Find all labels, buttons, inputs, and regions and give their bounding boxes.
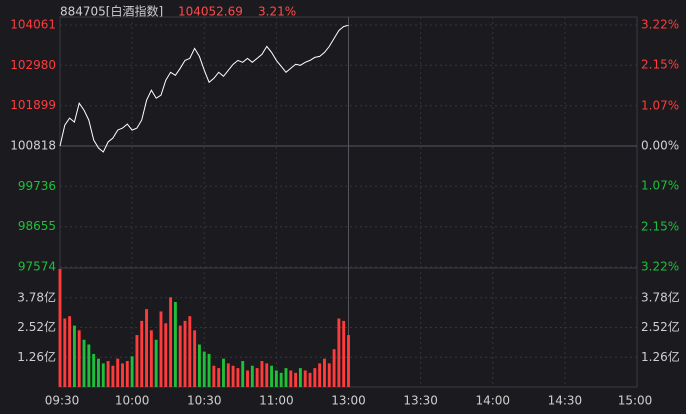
y2-tick-label: 1.07% [641,179,679,193]
x-tick-label: 14:30 [548,394,583,408]
volume-bar [342,320,346,387]
volume-bar [246,370,249,387]
volume-bar [270,365,274,387]
volume-bar [164,323,168,387]
change-percent: 3.21% [258,5,296,19]
volume-tick-label: 3.78亿 [17,289,56,304]
volume-bar [274,370,278,387]
y-tick-label: 100818 [10,138,56,152]
volume-bar [135,335,139,387]
volume-bar [178,325,182,387]
volume-bar [125,361,129,387]
volume-bar [106,361,110,387]
x-tick-label: 13:00 [331,394,366,408]
x-tick-label: 13:30 [403,394,438,408]
volume-bar [92,353,96,387]
volume-bar [308,372,312,387]
volume-bar [241,361,245,387]
volume-bar [337,318,341,387]
x-tick-label: 15:00 [618,394,653,408]
volume-bar [236,368,240,387]
volume-bar [77,330,81,387]
last-price: 104052.69 [178,5,243,19]
y2-tick-label: 1.07% [641,98,679,112]
volume-tick-label-right: 3.78亿 [641,289,680,304]
volume-bar [173,302,177,387]
x-tick-label: 11:00 [259,394,294,408]
volume-bar [289,370,293,387]
volume-bar [255,368,259,387]
volume-bar [169,297,173,387]
volume-bar [97,358,100,387]
volume-tick-label-right: 1.26亿 [641,349,680,364]
volume-bar [121,363,124,387]
y2-tick-label: 0.00% [641,139,679,153]
volume-bar [87,344,91,387]
y-tick-label: 98655 [18,219,56,233]
volume-bar [265,363,269,387]
volume-bar [303,370,307,387]
volume-bar [130,356,134,387]
volume-bar [231,365,235,387]
y2-tick-label: 3.22% [641,18,679,32]
volume-bar [63,318,67,387]
x-tick-label: 10:30 [187,394,222,408]
volume-bar [72,325,76,387]
y2-tick-label: 2.15% [641,58,679,72]
volume-bar [197,344,201,387]
volume-bar [58,268,62,387]
y2-tick-label: 3.22% [641,260,679,274]
x-tick-label: 09:30 [45,394,80,408]
volume-bar [250,365,254,387]
volume-bar [217,368,221,387]
x-tick-label: 14:00 [475,394,510,408]
volume-bar [298,368,302,387]
y-tick-label: 101899 [10,98,56,112]
y-tick-label: 97574 [18,260,56,274]
volume-bar [82,339,86,387]
volume-bar [193,330,197,387]
volume-bar [183,320,187,387]
volume-bar [212,365,216,387]
y-tick-label: 102980 [10,58,56,72]
volume-bar [207,353,211,387]
y-tick-label: 99736 [18,179,56,193]
volume-bar [318,363,322,387]
y2-tick-label: 2.15% [641,219,679,233]
volume-bar [332,349,336,387]
volume-bar [202,351,206,387]
volume-bar [323,358,326,387]
volume-bar [116,358,120,387]
volume-bar [279,372,283,387]
chart-title: 884705[白酒指数] [60,4,163,19]
volume-bar [313,368,317,387]
volume-bar [226,363,230,387]
volume-tick-label-right: 2.52亿 [641,319,680,334]
volume-tick-label: 1.26亿 [17,349,56,364]
volume-bar [68,316,72,387]
volume-bar [101,363,105,387]
volume-bar [294,372,298,387]
volume-bar [284,368,288,387]
volume-bar [188,316,192,387]
volume-bar [149,330,153,387]
volume-bar [111,365,115,387]
volume-bar [347,335,350,387]
x-tick-label: 10:00 [115,394,150,408]
volume-bar [327,363,331,387]
price-line [59,24,349,153]
volume-bar [260,361,264,387]
volume-bar [222,358,225,387]
volume-tick-label: 2.52亿 [17,319,56,334]
y-tick-label: 104061 [10,18,56,32]
volume-bar [159,311,163,387]
volume-bar [140,320,144,387]
volume-bar [154,339,158,387]
volume-bar [145,309,148,387]
